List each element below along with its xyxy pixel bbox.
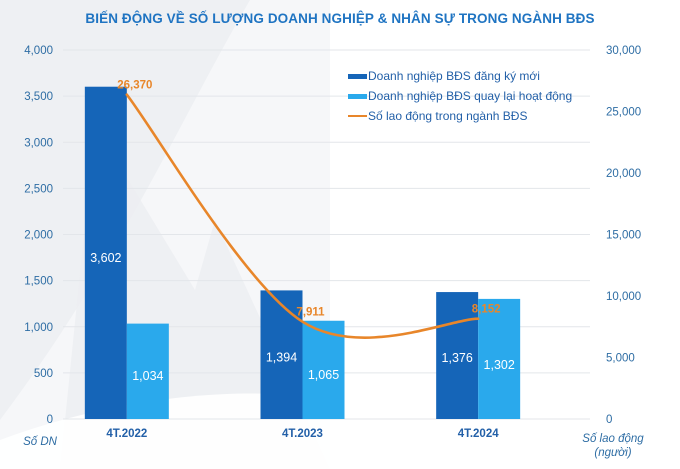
bar-value-label: 1,394 — [266, 350, 297, 364]
y-right-tick-label: 30,000 — [606, 45, 641, 57]
y-axis-left: 0 500 1,000 1,500 2,000 2,500 3,000 3,500 4,000 S… — [23, 45, 58, 448]
y-axis-right: 0 5,000 10,000 15,000 20,000 25,000 30,000 Số l… — [582, 45, 644, 459]
bar-value-label: 1,065 — [308, 368, 339, 382]
legend-swatch-light-blue — [348, 93, 367, 99]
legend-label: Doanh nghiệp BĐS đăng ký mới — [368, 69, 540, 83]
legend: Doanh nghiệp BĐS đăng ký mới Doanh nghiệ… — [348, 66, 572, 126]
bar-returning-4T.2024 — [478, 298, 521, 419]
legend-swatch-dark-blue — [348, 73, 367, 79]
y-right-tick-label: 25,000 — [606, 107, 641, 119]
y-left-tick-label: 2,000 — [24, 230, 53, 242]
legend-item-workforce[interactable]: Số lao động trong ngành BĐS — [348, 106, 572, 126]
bar-value-label: 1,376 — [442, 351, 473, 365]
bar-new-4T.2022 — [84, 86, 127, 419]
legend-item-returning-enterprises[interactable]: Doanh nghiệp BĐS quay lại hoạt động — [348, 86, 572, 106]
y-right-axis-title-unit: (người) — [594, 447, 631, 459]
y-right-tick-label: 10,000 — [606, 291, 641, 303]
line-series — [125, 93, 480, 339]
x-tick-label: 4T.2023 — [282, 428, 323, 440]
x-tick-label: 4T.2022 — [106, 428, 147, 440]
y-right-tick-label: 5,000 — [606, 353, 635, 365]
legend-item-new-enterprises[interactable]: Doanh nghiệp BĐS đăng ký mới — [348, 66, 572, 86]
y-left-tick-label: 0 — [47, 414, 53, 426]
y-left-tick-label: 3,500 — [24, 91, 53, 103]
legend-swatch-orange-line — [348, 114, 367, 118]
bar-new-4T.2024 — [436, 292, 479, 419]
y-right-tick-label: 20,000 — [606, 168, 641, 180]
bar-new-4T.2023 — [260, 290, 303, 419]
bg-shape-wave — [0, 393, 330, 469]
x-axis: 4T.2022 4T.2023 4T.2024 — [106, 428, 499, 440]
y-right-axis-title: Số lao động — [582, 433, 644, 445]
y-left-tick-label: 1,500 — [24, 276, 53, 288]
y-left-tick-label: 4,000 — [24, 45, 53, 57]
bars — [84, 86, 521, 419]
chart-title: BIẾN ĐỘNG VỀ SỐ LƯỢNG DOANH NGHIỆP & NHÂ… — [85, 11, 595, 26]
y-left-tick-label: 1,000 — [24, 322, 53, 334]
bar-value-label: 1,302 — [484, 358, 515, 372]
legend-label: Doanh nghiệp BĐS quay lại hoạt động — [368, 89, 573, 103]
y-left-axis-title: Số DN — [23, 436, 58, 448]
bar-value-label: 1,034 — [132, 369, 163, 383]
line-workforce — [125, 93, 480, 339]
y-left-tick-label: 500 — [34, 368, 53, 380]
line-value-label: 26,370 — [117, 80, 152, 92]
bar-value-label: 3,602 — [90, 251, 121, 265]
data-labels: 3,602 1,034 1,394 1,065 1,376 1,302 26,370 7,91… — [90, 80, 515, 383]
y-left-tick-label: 2,500 — [24, 183, 53, 195]
y-left-tick-label: 3,000 — [24, 137, 53, 149]
line-value-label: 8,152 — [472, 304, 501, 316]
x-tick-label: 4T.2024 — [458, 428, 500, 440]
y-right-tick-label: 0 — [606, 414, 612, 426]
bar-returning-4T.2023 — [302, 320, 345, 419]
bar-returning-4T.2022 — [126, 323, 169, 419]
legend-label: Số lao động trong ngành BĐS — [368, 109, 528, 123]
line-value-label: 7,911 — [296, 307, 325, 319]
y-right-tick-label: 15,000 — [606, 230, 641, 242]
